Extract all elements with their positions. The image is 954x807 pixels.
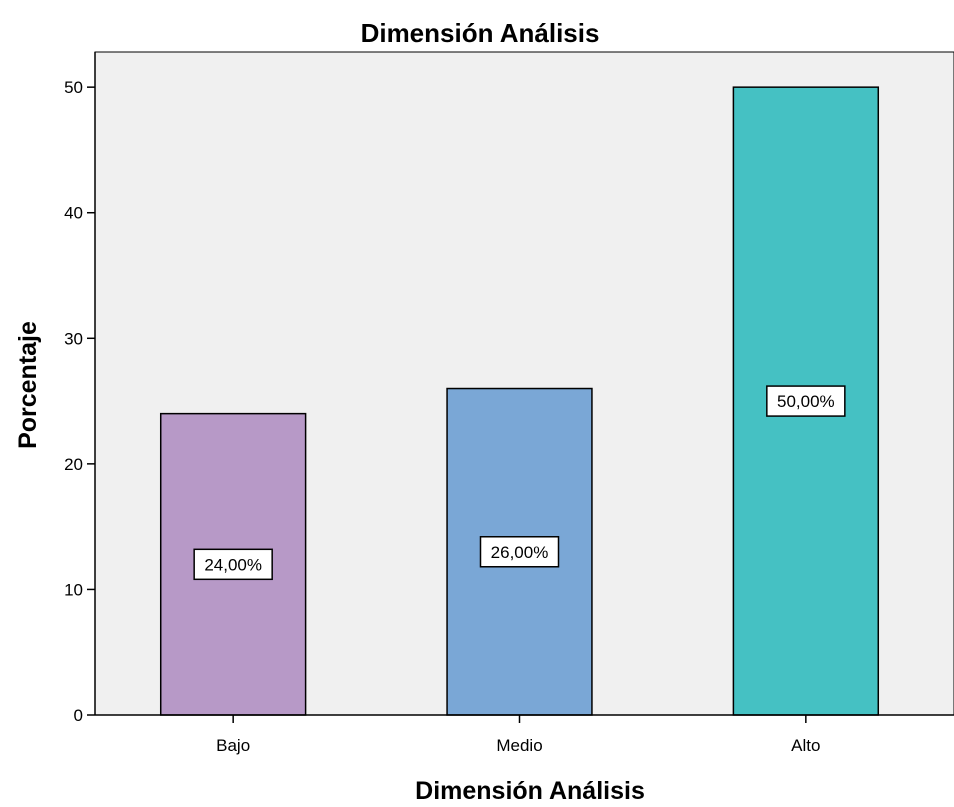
data-label-box (193, 548, 273, 581)
x-tick-label: Bajo (216, 736, 250, 755)
data-label-box (766, 385, 846, 417)
x-axis: Bajo Medio Alto (95, 714, 954, 755)
data-label: 26,00% (491, 543, 549, 562)
y-tick-label: 0 (74, 706, 83, 725)
y-tick-label: 10 (64, 580, 83, 599)
y-tick-label: 50 (64, 78, 83, 97)
y-axis-title: Porcentaje (14, 321, 42, 449)
data-labels: 24,00% 26,00% 50,00% (193, 385, 846, 581)
x-axis-title: Dimensión Análisis (415, 777, 645, 805)
y-tick-label: 20 (64, 455, 83, 474)
chart-title: Dimensión Análisis (361, 18, 600, 48)
x-tick-label: Alto (791, 736, 820, 755)
x-tick-label: Medio (496, 736, 542, 755)
data-label: 50,00% (777, 392, 835, 411)
y-tick-label: 30 (64, 329, 83, 348)
y-axis: 0 10 20 30 40 50 (64, 52, 96, 725)
y-tick-label: 40 (64, 204, 83, 223)
data-label: 24,00% (204, 555, 262, 574)
data-label-box (479, 536, 560, 568)
bars (159, 86, 880, 716)
